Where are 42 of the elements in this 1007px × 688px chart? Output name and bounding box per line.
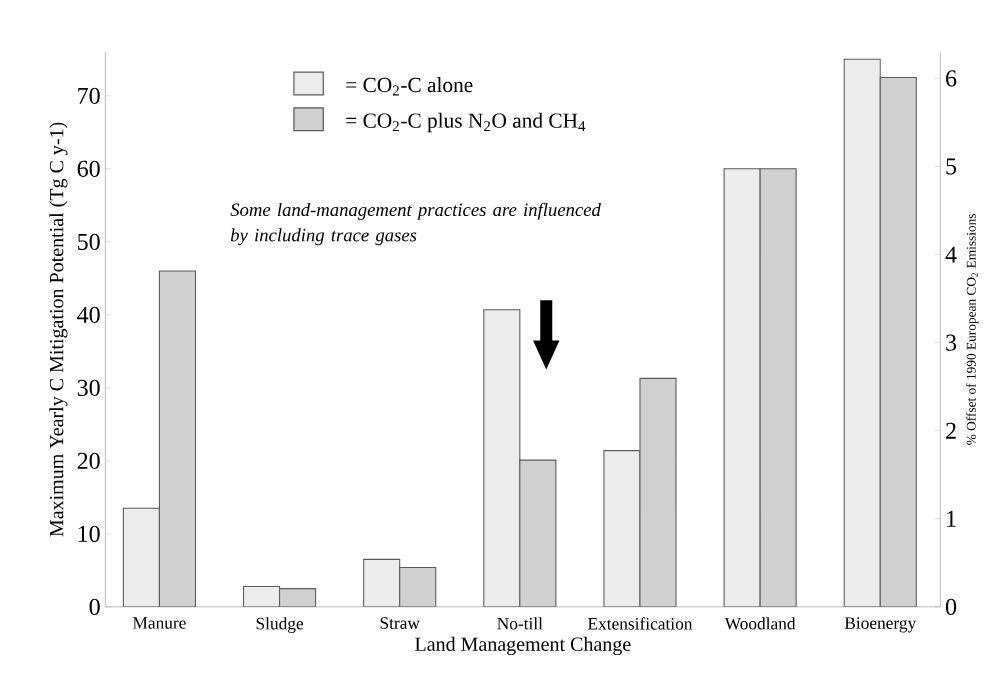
y-tick-label: 30	[77, 379, 100, 396]
x-tick-label: Bioenergy	[844, 617, 917, 633]
bar	[603, 449, 641, 607]
bar	[723, 168, 761, 607]
bar	[399, 566, 437, 607]
x-tick-label: Sludge	[256, 617, 304, 633]
bar	[843, 58, 881, 607]
y-tick-label: 20	[77, 452, 100, 469]
y2-tick-label: 1	[947, 510, 956, 527]
y-tick-label: 40	[77, 306, 100, 323]
x-tick-label: No-till	[497, 617, 543, 630]
bar	[879, 76, 917, 607]
y-tick-label: 70	[78, 87, 100, 104]
y2-axis-title: % Offset of 1990 European CO$_{2}$ Emissions	[966, 213, 979, 445]
x-tick-label: Manure	[132, 617, 186, 629]
bar	[279, 587, 317, 607]
y2-tick-label: 5	[946, 158, 957, 175]
x-tick-label: Extensification	[588, 617, 693, 630]
bar	[519, 459, 557, 607]
bar	[158, 270, 197, 607]
bar	[363, 558, 401, 607]
y2-tick-label: 4	[945, 246, 957, 263]
x-tick-label: Woodland	[724, 617, 796, 630]
annotation: Some land-management practices are influenced by including trace gases	[230, 202, 601, 246]
bar	[639, 377, 677, 607]
y2-tick-label: 3	[946, 334, 957, 351]
bar	[242, 585, 281, 607]
y2-tick-label: 0	[945, 598, 957, 615]
legend-label: = CO$_{2}$-C plus N$_{2}$O and CH$_{4}$	[346, 112, 586, 133]
y-tick-label: 50	[78, 233, 100, 250]
y2-tick-label: 2	[946, 422, 956, 439]
y-axis-title: Maximum Yearly C Mitigation Potential (Tg C y-1)	[49, 122, 68, 537]
legend-label: = CO$_{2}$-C alone	[346, 77, 473, 96]
x-axis-title: Land Management Change	[415, 636, 631, 655]
x-tick-label: Straw	[380, 617, 420, 629]
bar	[759, 168, 797, 607]
bar	[483, 309, 521, 607]
y-tick-label: 0	[89, 598, 100, 615]
bar	[122, 507, 160, 607]
y2-tick-label: 6	[946, 70, 957, 87]
y-tick-label: 10	[78, 525, 100, 542]
y-tick-label: 60	[77, 160, 100, 177]
